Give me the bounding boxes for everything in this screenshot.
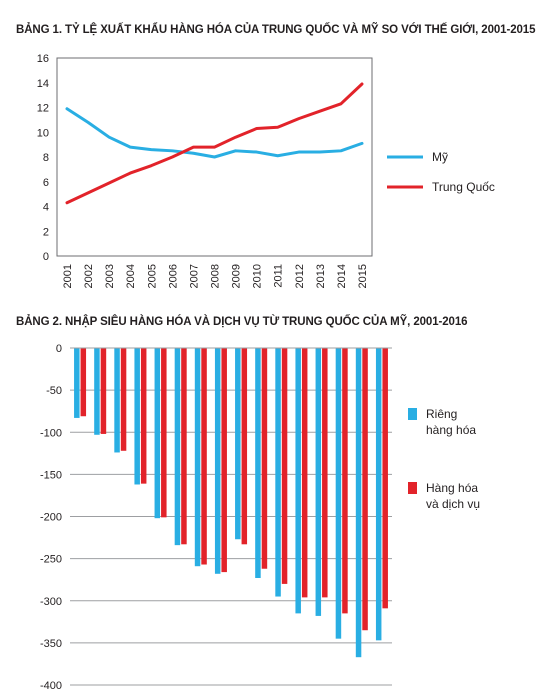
bar [382, 348, 388, 609]
x-tick-label: 2004 [125, 264, 137, 288]
y-tick-label: 2 [43, 226, 49, 238]
y-tick-label: 16 [37, 53, 49, 65]
bar [375, 348, 382, 641]
bar [74, 348, 80, 418]
bar [174, 348, 181, 546]
bar [140, 348, 147, 484]
y-tick-label: 0 [56, 343, 62, 355]
bar [114, 348, 120, 453]
legend-label: và dịch vụ [426, 497, 480, 511]
bar [134, 348, 140, 485]
y-tick-label: -150 [40, 469, 62, 481]
bar [120, 348, 127, 451]
legend-label: Mỹ [432, 150, 448, 164]
bar [322, 348, 328, 598]
chart2-title: BẢNG 2. NHẬP SIÊU HÀNG HÓA VÀ DỊCH VỤ TỪ… [16, 316, 468, 328]
legend-label: Riêng [426, 407, 457, 421]
y-tick-label: 0 [43, 251, 49, 263]
legend-swatch [408, 482, 417, 494]
bar [161, 348, 167, 518]
bar [94, 348, 100, 435]
y-tick-label: 10 [37, 127, 49, 139]
x-tick-label: 2013 [315, 264, 327, 288]
bar [221, 348, 227, 573]
bar [80, 348, 87, 417]
legend-label: Trung Quốc [432, 180, 495, 194]
x-tick-label: 2014 [336, 264, 348, 288]
y-tick-label: 8 [43, 152, 49, 164]
bar [241, 348, 248, 545]
y-tick-label: -50 [46, 385, 62, 397]
x-tick-label: 2007 [188, 264, 200, 288]
x-tick-label: 2010 [252, 264, 264, 288]
line-chart: 16 14 12 10 8 6 4 2 0 2001 2002 2003 2004 2005 2006 200… [37, 53, 495, 288]
y-tick-label: -100 [40, 427, 62, 439]
y-tick-label: -300 [40, 596, 62, 608]
bar [342, 348, 348, 614]
bar [301, 348, 308, 598]
bar [100, 348, 107, 434]
bar [355, 348, 362, 658]
bar [295, 348, 301, 614]
bar [275, 348, 281, 597]
bar [214, 348, 221, 574]
bar [154, 348, 161, 519]
plot-frame [56, 57, 373, 257]
bar [281, 348, 288, 584]
y-tick-label: -350 [40, 638, 62, 650]
y-tick-label: 14 [37, 78, 49, 90]
x-tick-label: 2003 [104, 264, 116, 288]
bar [261, 348, 268, 569]
x-tick-label: 2002 [83, 264, 95, 288]
bar [335, 348, 342, 639]
bar [181, 348, 187, 545]
series-line [65, 107, 364, 159]
legend-label: Hàng hóa [426, 481, 478, 495]
bar [255, 348, 261, 579]
bar [315, 348, 322, 616]
x-tick-label: 2012 [294, 264, 306, 288]
legend-swatch [408, 408, 417, 420]
x-tick-label: 2006 [167, 264, 179, 288]
y-tick-label: -200 [40, 512, 62, 524]
y-tick-label: 6 [43, 177, 49, 189]
bar [194, 348, 201, 567]
y-tick-label: 4 [43, 202, 49, 214]
bar [201, 348, 207, 565]
x-tick-label: 2009 [231, 264, 243, 288]
x-tick-label: 2008 [210, 264, 222, 288]
bar [362, 348, 368, 631]
legend-label: hàng hóa [426, 423, 476, 437]
x-tick-label: 2011 [273, 264, 285, 288]
bar [235, 348, 241, 540]
x-tick-label: 2015 [357, 264, 369, 288]
chart1-title: BẢNG 1. TỶ LỆ XUẤT KHẨU HÀNG HÓA CỦA TRU… [16, 24, 536, 36]
series-line [65, 82, 364, 205]
y-tick-label: -400 [40, 680, 62, 692]
x-tick-label: 2005 [146, 264, 158, 288]
x-tick-label: 2001 [62, 264, 74, 288]
y-tick-label: -250 [40, 554, 62, 566]
y-tick-label: 12 [37, 103, 49, 115]
